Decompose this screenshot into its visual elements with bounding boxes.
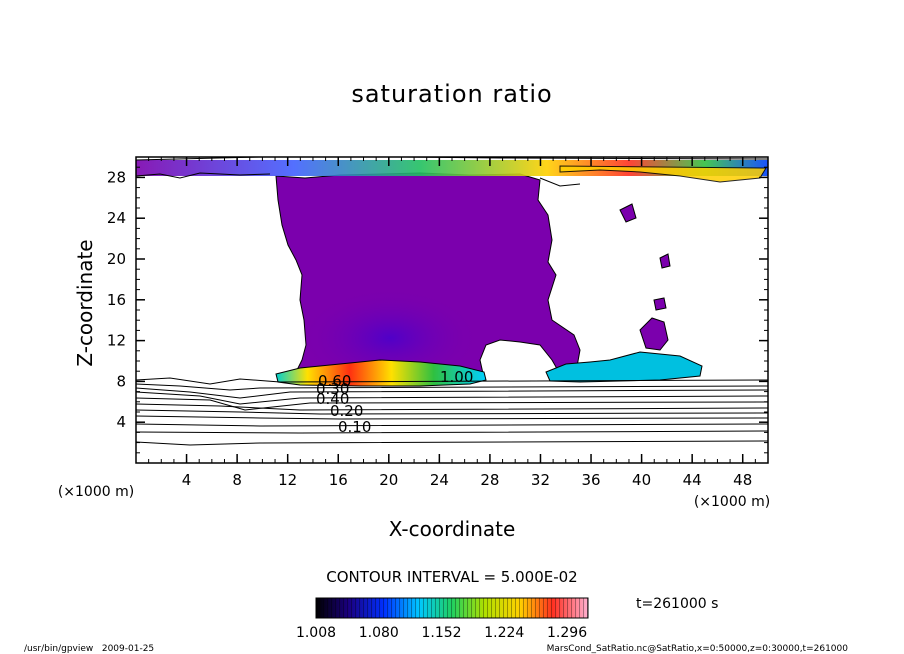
y-axis-label: Z-coordinate bbox=[73, 239, 97, 366]
contour-label: 0.40 bbox=[316, 390, 349, 408]
x-unit-label: (×1000 m) bbox=[694, 494, 770, 510]
x-tick-label: 12 bbox=[278, 471, 297, 489]
x-tick-label: 36 bbox=[581, 471, 600, 489]
x-axis-label: X-coordinate bbox=[389, 517, 516, 541]
x-tick-label: 28 bbox=[480, 471, 499, 489]
time-label: t=261000 s bbox=[636, 596, 718, 612]
x-tick-label: 24 bbox=[430, 471, 449, 489]
x-tick-label: 4 bbox=[182, 471, 192, 489]
y-tick-label: 8 bbox=[116, 372, 126, 390]
y-tick-label: 20 bbox=[107, 250, 126, 268]
cloud-top-band bbox=[136, 160, 768, 176]
lower-contours bbox=[136, 377, 768, 446]
y-tick-label: 4 bbox=[116, 413, 126, 431]
y-tick-label: 24 bbox=[107, 209, 126, 227]
colorbar-ticks: 1.008 1.080 1.152 1.224 1.296 bbox=[296, 625, 587, 641]
contour-interval: CONTOUR INTERVAL = 5.000E-02 bbox=[326, 568, 577, 586]
colorbar-tick-label: 1.296 bbox=[547, 625, 587, 641]
x-tick-label: 40 bbox=[632, 471, 651, 489]
contour-label: 0.60 bbox=[318, 372, 351, 390]
colorbar-frame bbox=[315, 597, 589, 619]
colorbar-tick-label: 1.080 bbox=[359, 625, 399, 641]
colorbar: 1.008 1.080 1.152 1.224 1.296 bbox=[296, 597, 589, 641]
plot-area bbox=[136, 157, 768, 446]
x-tick-label: 20 bbox=[379, 471, 398, 489]
colorbar-tick-label: 1.224 bbox=[484, 625, 524, 641]
contour-label: 0.30 bbox=[316, 380, 349, 398]
x-tick-label: 16 bbox=[329, 471, 348, 489]
cloud-base-band-right bbox=[545, 351, 703, 383]
contour-labels: 0.10 0.20 0.40 0.30 0.60 1.00 bbox=[316, 368, 473, 436]
x-tick-label: 32 bbox=[531, 471, 550, 489]
y-tick-label: 16 bbox=[107, 291, 126, 309]
contour-label: 1.00 bbox=[440, 368, 473, 386]
x-tick-label: 44 bbox=[683, 471, 702, 489]
colorbar-tick-label: 1.008 bbox=[296, 625, 336, 641]
cloud-top-lobe bbox=[559, 165, 767, 183]
x-tick-label: 8 bbox=[232, 471, 242, 489]
colorbar-stripes bbox=[316, 598, 588, 618]
chart-title: saturation ratio bbox=[351, 80, 552, 108]
contour-label: 0.20 bbox=[330, 402, 363, 420]
footer-right: MarsCond_SatRatio.nc@SatRatio,x=0:50000,… bbox=[547, 644, 849, 654]
colorbar-tick-label: 1.152 bbox=[421, 625, 461, 641]
cloud-blobs-right bbox=[619, 203, 671, 351]
x-tick-label: 48 bbox=[733, 471, 752, 489]
y-tick-label: 28 bbox=[107, 168, 126, 186]
upper-contours bbox=[136, 157, 768, 187]
footer-left: /usr/bin/gpview 2009-01-25 bbox=[24, 644, 154, 654]
contour-label: 0.10 bbox=[338, 418, 371, 436]
y-tick-label: 12 bbox=[107, 332, 126, 350]
cloud-base-band bbox=[275, 359, 487, 387]
y-unit-label: (×1000 m) bbox=[58, 484, 134, 500]
